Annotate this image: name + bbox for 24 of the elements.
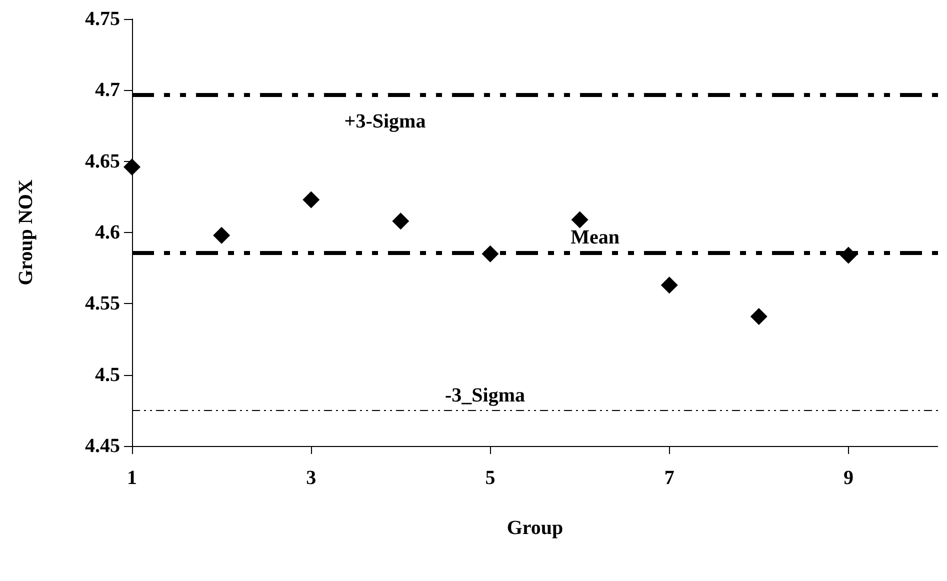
y-tick-label: 4.65	[85, 150, 120, 172]
x-tick-label: 1	[127, 467, 137, 489]
x-tick-label: 5	[485, 467, 496, 489]
y-tick-label: 4.7	[95, 79, 120, 102]
y-axis-title: Group NOX	[15, 179, 37, 286]
x-tick-label: 9	[843, 467, 854, 489]
y-tick-label: 4.55	[85, 292, 120, 315]
y-tick-label: 4.75	[85, 8, 120, 30]
point	[750, 308, 768, 325]
point	[571, 211, 588, 228]
point	[660, 276, 678, 294]
point	[213, 226, 230, 244]
x-tick-label: 3	[306, 467, 316, 489]
y-tick-label: 4.5	[95, 364, 120, 386]
point	[392, 212, 410, 230]
y-tick-label: 4.45	[85, 435, 120, 457]
x-axis-title: Group	[506, 517, 564, 539]
point	[124, 158, 140, 176]
y-tick-label: 4.6	[95, 222, 120, 244]
point	[302, 191, 320, 208]
ref-line-label: Mean	[570, 226, 620, 248]
x-tick-label: 7	[664, 467, 674, 489]
ref-line-label: +3-Sigma	[344, 110, 426, 132]
ref-line-label: -3_Sigma	[445, 384, 525, 406]
